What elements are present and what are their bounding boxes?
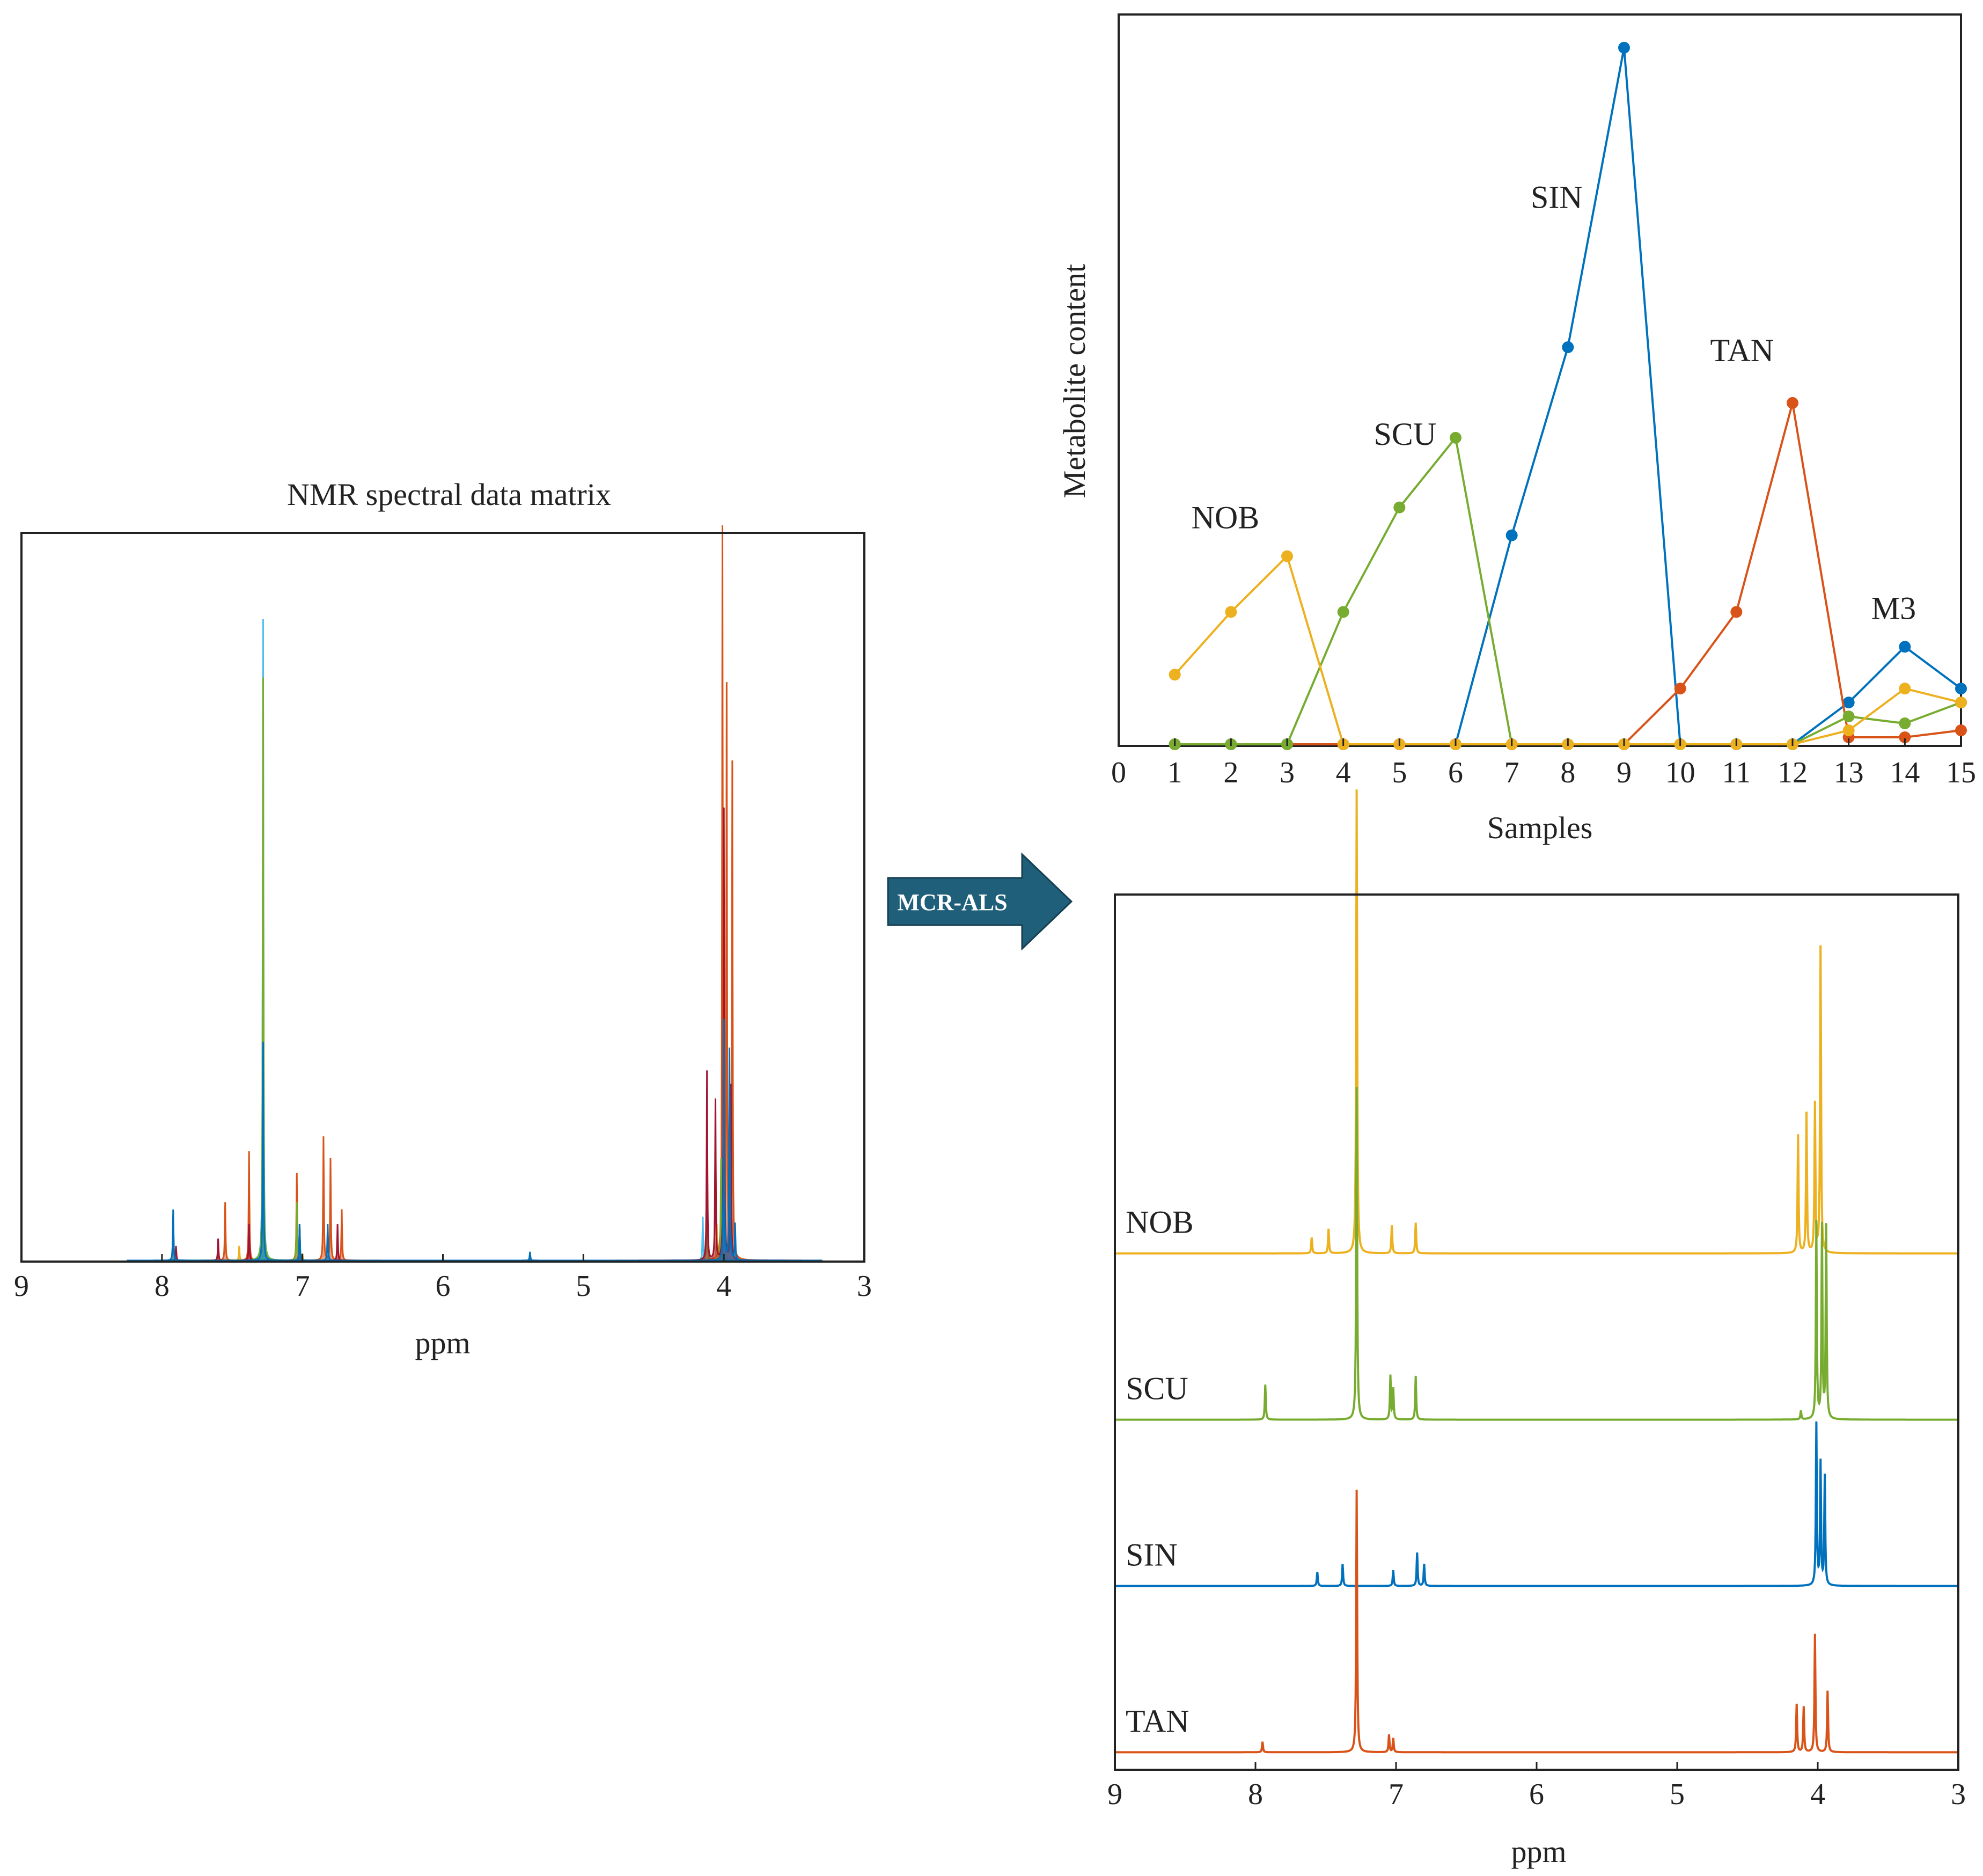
resolved-spectra-x-ticks: 9 8 7 6 5 4 3 [1107,1762,1966,1811]
nmr-matrix-x-ticks: 9 8 7 6 5 4 3 [14,1254,872,1303]
concentration-frame [1118,13,1962,747]
nmr-trace-sample-darkred [127,807,822,1262]
concentration-tick-label: 0 [1111,756,1126,789]
concentration-y-label: Metabolite content [1057,264,1092,498]
resolved-spectra-labels: NOB SCU SIN TAN [1126,1205,1194,1739]
profile-point-NOB [1169,669,1181,681]
concentration-x-label: Samples [1487,810,1593,845]
profile-point-SIN [1842,697,1855,709]
arrow-label: MCR-ALS [897,889,1007,915]
profile-point-TAN [1730,606,1743,618]
profile-point-SCU [1450,431,1461,444]
profile-point-NOB [1225,606,1237,618]
annotation-TAN: TAN [1710,333,1774,368]
nmr-trace-sample-orange [127,525,822,1262]
annotation-SCU: SCU [1374,416,1436,452]
concentration-tick-label: 12 [1778,756,1808,789]
concentration-tick-label: 7 [1504,756,1519,789]
nmr-matrix-tick-label: 5 [576,1270,591,1303]
resolved-spectra-tick-label: 4 [1810,1778,1825,1811]
profile-point-NOB [1842,724,1855,737]
nmr-matrix-traces [127,525,822,1262]
resolved-trace-SCU [1115,1087,1958,1421]
profile-point-SIN [1955,683,1967,695]
nmr-matrix-x-label: ppm [415,1325,470,1360]
nmr-trace-sample-blue [127,1018,822,1262]
profile-point-TAN [1787,397,1798,409]
arrow-shape [887,852,1073,951]
nmr-matrix-tick-label: 3 [857,1270,872,1303]
resolved-label-SIN: SIN [1126,1537,1178,1572]
resolved-spectra-tick-label: 9 [1107,1778,1122,1811]
profile-point-SCU [1393,501,1406,514]
profile-point-SCU [1899,717,1911,730]
concentration-tick-label: 2 [1223,756,1238,789]
nmr-trace-sample-green [127,677,822,1262]
resolved-spectra-x-label: ppm [1511,1834,1566,1869]
nmr-matrix-tick-label: 4 [716,1270,731,1303]
annotation-SIN: SIN [1531,179,1583,215]
concentration-annotations: SIN TAN SCU NOB M3 [1192,179,1916,626]
profile-point-TAN [1674,683,1686,695]
annotation-NOB: NOB [1192,500,1260,536]
resolved-label-SCU: SCU [1126,1371,1188,1406]
resolved-trace-NOB [1115,789,1958,1255]
profile-point-SCU [1337,606,1349,618]
concentration-tick-label: 9 [1617,756,1632,789]
nmr-matrix-tick-label: 7 [295,1270,310,1303]
profile-point-SIN [1899,641,1911,653]
concentration-tick-label: 3 [1280,756,1295,789]
profile-line-SIN [1174,46,1962,745]
concentration-tick-label: 10 [1665,756,1695,789]
concentration-tick-label: 1 [1167,756,1183,789]
nmr-matrix-tick-label: 9 [14,1270,29,1303]
profile-point-SIN [1562,341,1574,354]
concentration-series [1169,41,1967,750]
concentration-tick-label: 14 [1890,756,1920,789]
profile-point-SIN [1618,41,1630,54]
resolved-spectra-traces [1115,789,1958,1754]
profile-point-NOB [1281,550,1293,562]
resolved-spectra-tick-label: 6 [1529,1778,1544,1811]
profile-point-SCU [1842,710,1855,723]
nmr-matrix-tick-label: 6 [436,1270,451,1303]
concentration-tick-label: 6 [1448,756,1463,789]
resolved-spectra-tick-label: 7 [1389,1778,1404,1811]
resolved-spectra-tick-label: 3 [1951,1778,1966,1811]
profile-point-NOB [1899,683,1911,695]
concentration-tick-label: 15 [1946,756,1976,789]
resolved-trace-TAN [1115,1490,1958,1754]
resolved-spectra-tick-label: 8 [1248,1778,1263,1811]
profile-point-TAN [1955,724,1967,737]
profile-point-NOB [1955,697,1967,709]
nmr-matrix-title: NMR spectral data matrix [287,477,611,512]
resolved-spectra-tick-label: 5 [1670,1778,1685,1811]
concentration-tick-label: 4 [1336,756,1351,789]
nmr-matrix-frame [20,532,865,1263]
resolved-trace-SIN [1115,1421,1958,1587]
mcr-als-arrow: MCR-ALS [887,852,1073,951]
nmr-matrix-panel: NMR spectral data matrix 9 8 7 6 5 4 3 ppm [14,477,872,1360]
nmr-trace-sample-lightblue [127,619,822,1262]
concentration-x-ticks: 0 1 2 3 4 5 6 7 8 9 10 11 12 13 14 15 [1111,738,1976,789]
profile-point-TAN [1899,731,1911,744]
resolved-spectra-panel: NOB SCU SIN TAN 9 8 7 6 5 4 3 ppm [1107,789,1966,1869]
concentration-tick-label: 5 [1392,756,1407,789]
annotation-M3: M3 [1871,590,1916,626]
nmr-matrix-tick-label: 8 [155,1270,170,1303]
resolved-spectra-frame [1114,893,1959,1771]
concentration-tick-label: 13 [1834,756,1864,789]
concentration-tick-label: 11 [1722,756,1751,789]
profile-point-SIN [1505,529,1518,541]
resolved-label-NOB: NOB [1126,1205,1194,1240]
concentration-tick-label: 8 [1560,756,1575,789]
resolved-label-TAN: TAN [1126,1703,1189,1739]
